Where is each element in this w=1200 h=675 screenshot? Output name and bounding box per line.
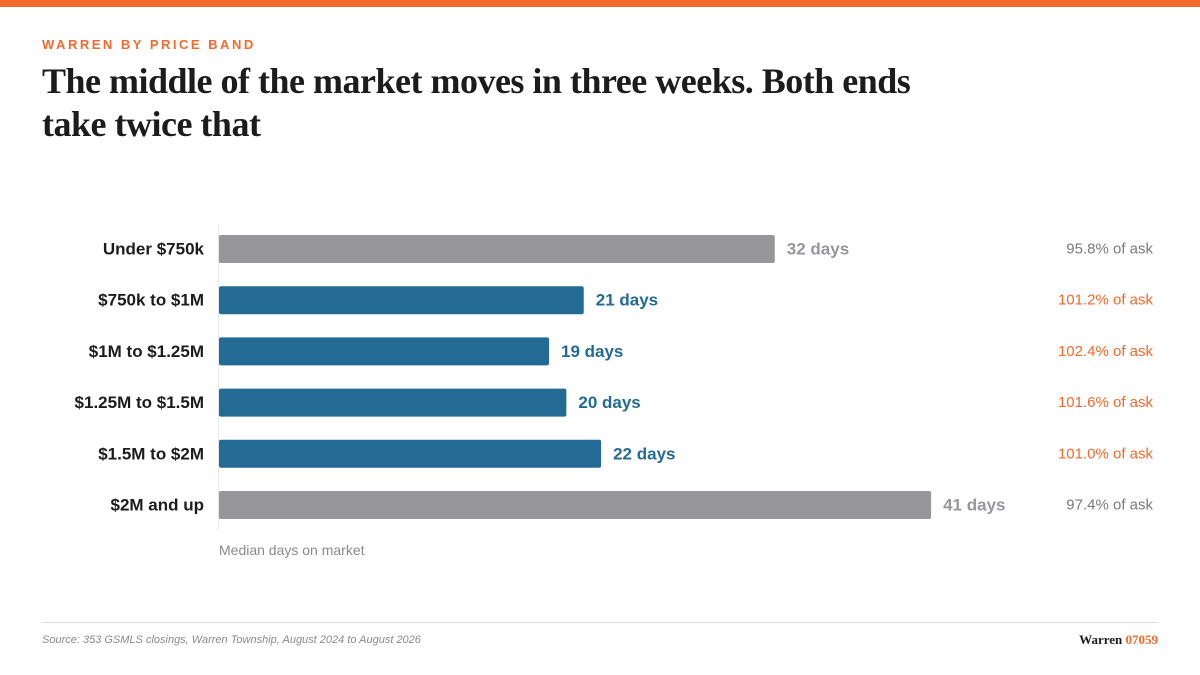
percent-of-ask-label: 95.8% of ask bbox=[1066, 241, 1153, 258]
bar bbox=[219, 235, 775, 263]
bar bbox=[219, 286, 584, 315]
top-accent-bar bbox=[0, 0, 1200, 7]
percent-of-ask-label: 101.6% of ask bbox=[1058, 394, 1154, 411]
brand-name: Warren bbox=[1079, 632, 1123, 647]
category-label: Under $750k bbox=[103, 240, 205, 259]
x-axis-label: Median days on market bbox=[219, 542, 365, 558]
bar-value-label: 41 days bbox=[943, 496, 1005, 515]
bar bbox=[219, 491, 932, 519]
percent-of-ask-label: 97.4% of ask bbox=[1066, 497, 1153, 514]
category-label: $1.25M to $1.5M bbox=[75, 393, 204, 412]
bar-value-label: 32 days bbox=[787, 240, 849, 259]
brand-mark: Warren 07059 bbox=[1079, 632, 1158, 648]
bar-value-label: 21 days bbox=[596, 291, 658, 310]
page-title: The middle of the market moves in three … bbox=[42, 61, 911, 144]
category-label: $1.5M to $2M bbox=[98, 444, 204, 463]
percent-of-ask-label: 102.4% of ask bbox=[1058, 343, 1154, 360]
category-label: $750k to $1M bbox=[98, 291, 204, 310]
bar-value-label: 20 days bbox=[578, 393, 640, 412]
footer-divider bbox=[42, 622, 1158, 623]
category-label: $2M and up bbox=[110, 496, 204, 515]
source-note: Source: 353 GSMLS closings, Warren Towns… bbox=[42, 634, 421, 646]
bar bbox=[219, 337, 549, 366]
eyebrow-label: WARREN BY PRICE BAND bbox=[42, 37, 256, 52]
percent-of-ask-label: 101.2% of ask bbox=[1058, 292, 1154, 309]
bar bbox=[219, 439, 602, 468]
category-label: $1M to $1.25M bbox=[89, 342, 204, 361]
bar-value-label: 19 days bbox=[561, 342, 623, 361]
brand-zip: 07059 bbox=[1125, 632, 1159, 647]
bar bbox=[219, 388, 567, 417]
percent-of-ask-label: 101.0% of ask bbox=[1058, 445, 1154, 462]
bar-value-label: 22 days bbox=[613, 444, 675, 463]
